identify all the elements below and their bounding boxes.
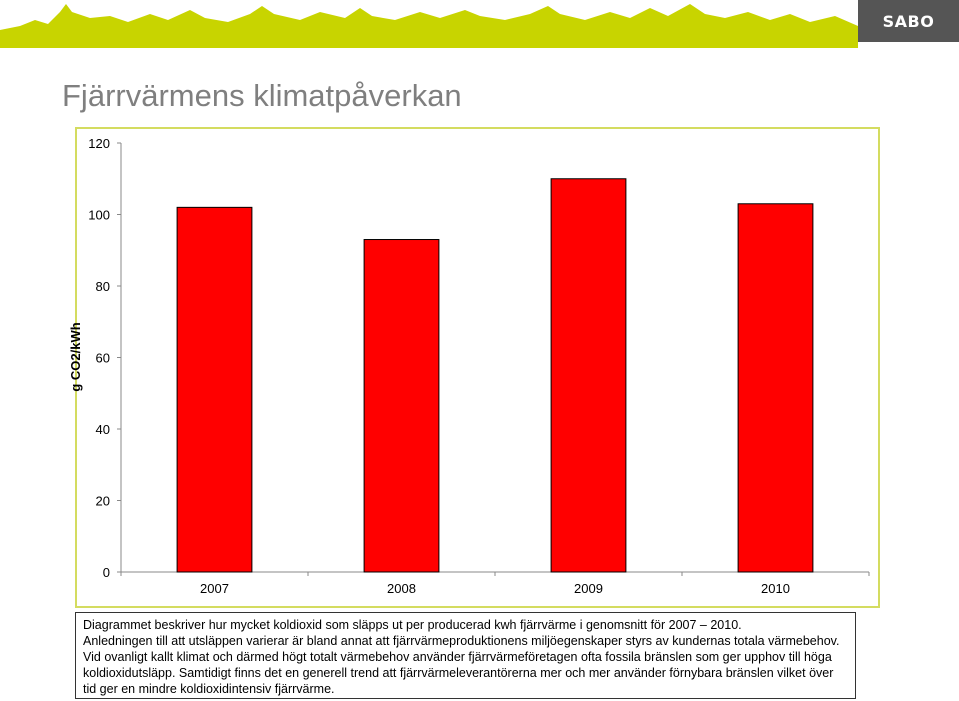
y-tick-label: 60 [96,351,110,366]
x-tick-label: 2008 [387,581,416,596]
x-tick-label: 2007 [200,581,229,596]
description-paragraph-2: Anledningen till att utsläppen varierar … [83,634,840,696]
x-axis: 2007 2008 2009 2010 [120,571,870,596]
bar-2007 [176,206,253,573]
y-tick-label: 20 [96,494,110,509]
bar-2010 [737,203,814,573]
y-tick-label: 120 [88,136,110,151]
bars [176,178,814,573]
city-silhouette [0,4,858,48]
bar-2008 [363,239,440,573]
x-tick-label: 2010 [761,581,790,596]
bar-2009 [550,178,627,573]
x-tick-label: 2009 [574,581,603,596]
description-box: Diagrammet beskriver hur mycket koldioxi… [75,612,856,699]
page-title: Fjärrvärmens klimatpåverkan [62,78,462,113]
y-tick-label: 100 [88,208,110,223]
y-tick-label: 80 [96,279,110,294]
y-axis: 0 20 40 60 80 100 120 [88,136,122,580]
skyline-banner [0,0,959,48]
description-paragraph-1: Diagrammet beskriver hur mycket koldioxi… [83,618,742,632]
y-tick-label: 40 [96,422,110,437]
bar-chart: 0 20 40 60 80 100 120 2007 2008 2009 2010 g CO2/k… [68,136,870,596]
y-axis-label: g CO2/kWh [68,322,83,391]
y-tick-label: 0 [103,565,110,580]
chart-frame [75,127,880,608]
sabo-logo[interactable]: SABO [858,0,959,42]
